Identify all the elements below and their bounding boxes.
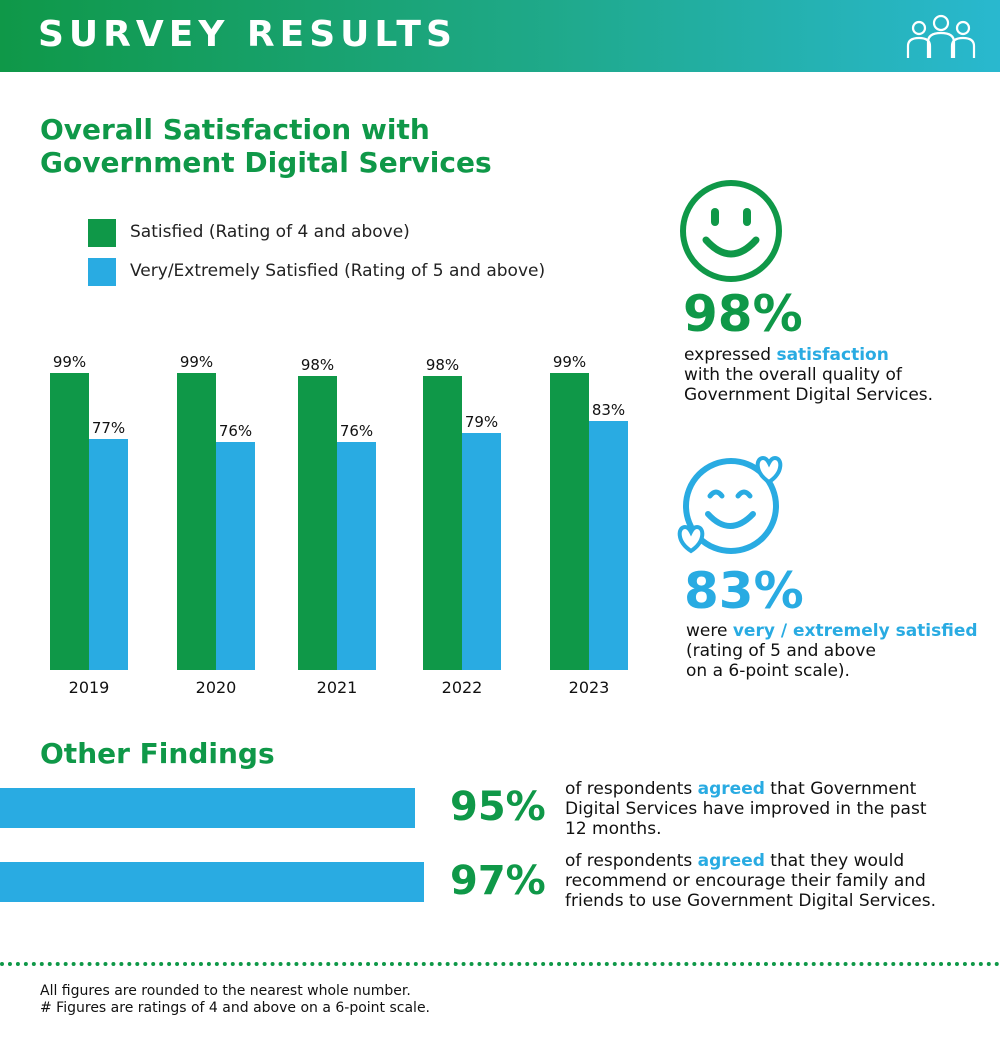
finding-value-improved: 95% xyxy=(450,784,546,830)
legend-label-satisfied: Satisfied (Rating of 4 and above) xyxy=(130,222,410,242)
footnote-rounding: All figures are rounded to the nearest w… xyxy=(40,983,411,999)
bar-2019-satisfied xyxy=(50,373,89,670)
bar-2022-very-satisfied xyxy=(462,433,501,670)
x-tick-label-2023: 2023 xyxy=(569,678,610,697)
smiley-with-hearts-icon xyxy=(677,455,783,554)
stat-very-satisfied-description: were very / extremely satisfied (rating … xyxy=(686,621,986,681)
stat-satisfied-line-2: with the overall quality of xyxy=(684,365,902,385)
finding-recommend-post: that they would xyxy=(764,851,905,871)
chart-title: Overall Satisfaction with Government Dig… xyxy=(40,113,492,179)
chart-title-line-2: Government Digital Services xyxy=(40,146,492,179)
stat-satisfied-description: expressed satisfaction with the overall … xyxy=(684,345,984,405)
finding-recommend-highlight: agreed xyxy=(697,851,765,871)
bar-2023-satisfied xyxy=(550,373,589,670)
stat-very-satisfied-pre: were xyxy=(686,621,733,641)
finding-improved-line-3: 12 months. xyxy=(565,819,662,839)
chart-title-line-1: Overall Satisfaction with xyxy=(40,113,430,146)
finding-improved-pre: of respondents xyxy=(565,779,698,799)
bar-2020-very-satisfied xyxy=(216,442,255,670)
bar-2020-satisfied xyxy=(177,373,216,670)
stat-very-satisfied-line-2: (rating of 5 and above xyxy=(686,641,876,661)
people-group-icon xyxy=(906,14,976,58)
x-tick-label-2021: 2021 xyxy=(317,678,358,697)
finding-value-recommend: 97% xyxy=(450,858,546,904)
page-title: SURVEY RESULTS xyxy=(38,14,457,55)
header-banner: SURVEY RESULTS xyxy=(0,0,1000,72)
finding-bar-recommend xyxy=(0,862,424,902)
stat-very-satisfied-value: 83% xyxy=(684,562,804,620)
finding-improved-post: that Government xyxy=(764,779,917,799)
finding-improved-highlight: agreed xyxy=(697,779,765,799)
data-label-2019-satisfied: 99% xyxy=(53,353,86,371)
legend-swatch-very-satisfied xyxy=(88,258,116,286)
x-tick-label-2022: 2022 xyxy=(442,678,483,697)
footer-divider xyxy=(0,962,1000,966)
finding-text-improved: of respondents agreed that Government Di… xyxy=(565,779,985,839)
bar-2019-very-satisfied xyxy=(89,439,128,670)
legend-label-very-satisfied: Very/Extremely Satisfied (Rating of 5 an… xyxy=(130,261,546,281)
satisfaction-bar-chart: 99% 77% 2019 99% 76% 2020 98% 76% 2021 98% 79% 2022… xyxy=(50,353,628,697)
finding-recommend-line-2: recommend or encourage their family and xyxy=(565,871,926,891)
finding-recommend-line-3: friends to use Government Digital Servic… xyxy=(565,891,936,911)
data-label-2020-satisfied: 99% xyxy=(180,353,213,371)
footnote-rating-scale: # Figures are ratings of 4 and above on … xyxy=(40,1000,431,1016)
stat-satisfied-highlight: satisfaction xyxy=(776,345,889,365)
legend-swatch-satisfied xyxy=(88,219,116,247)
stat-satisfied-line-3: Government Digital Services. xyxy=(684,385,934,405)
bar-2022-satisfied xyxy=(423,376,462,670)
bar-2021-very-satisfied xyxy=(337,442,376,670)
bar-2023-very-satisfied xyxy=(589,421,628,670)
stat-very-satisfied-highlight: very / extremely satisfied xyxy=(732,621,978,641)
x-tick-label-2019: 2019 xyxy=(69,678,110,697)
data-label-2021-very-satisfied: 76% xyxy=(340,422,373,440)
finding-improved-line-2: Digital Services have improved in the pa… xyxy=(565,799,927,819)
stat-satisfied-value: 98% xyxy=(683,285,803,343)
stat-very-satisfied-line-3: on a 6-point scale). xyxy=(686,661,850,681)
x-tick-label-2020: 2020 xyxy=(196,678,237,697)
smiley-face-icon xyxy=(680,180,782,282)
data-label-2022-satisfied: 98% xyxy=(426,356,459,374)
data-label-2021-satisfied: 98% xyxy=(301,356,334,374)
data-label-2023-satisfied: 99% xyxy=(553,353,586,371)
data-label-2023-very-satisfied: 83% xyxy=(592,401,625,419)
bar-2021-satisfied xyxy=(298,376,337,670)
finding-recommend-pre: of respondents xyxy=(565,851,698,871)
other-findings-title: Other Findings xyxy=(40,737,275,770)
finding-text-recommend: of respondents agreed that they would re… xyxy=(565,851,985,911)
stat-satisfied-pre: expressed xyxy=(684,345,777,365)
data-label-2022-very-satisfied: 79% xyxy=(465,413,498,431)
data-label-2020-very-satisfied: 76% xyxy=(219,422,252,440)
finding-bar-improved xyxy=(0,788,415,828)
data-label-2019-very-satisfied: 77% xyxy=(92,419,125,437)
